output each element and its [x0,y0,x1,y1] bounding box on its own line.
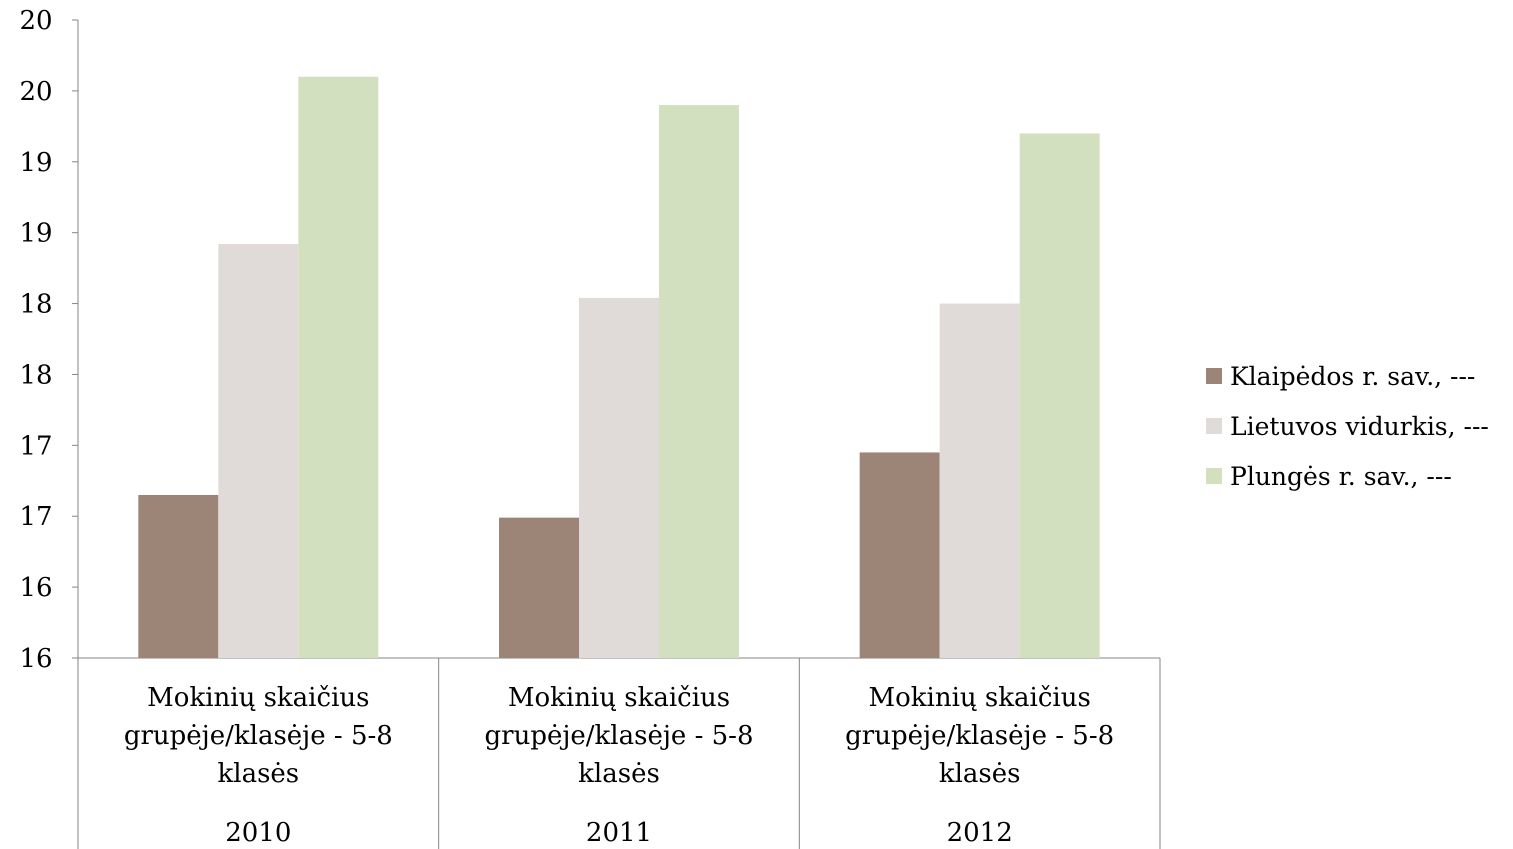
y-tick-label: 18 [19,290,52,320]
x-category-label: Mokinių skaičius [147,683,369,713]
x-category-label: klasės [578,759,660,789]
x-category-label: klasės [218,759,300,789]
bar [579,297,659,658]
legend-label: Plungės r. sav., --- [1230,462,1452,491]
x-category-year: 2012 [947,818,1013,848]
bar [659,105,739,659]
legend-swatch [1206,418,1222,434]
legend-label: Klaipėdos r. sav., --- [1230,362,1475,391]
legend-label: Lietuvos vidurkis, --- [1230,412,1489,441]
y-tick-label: 16 [19,573,52,603]
y-tick-label: 20 [19,77,52,107]
x-category-label: Mokinių skaičius [869,683,1091,713]
x-category-label: grupėje/klasėje - 5-8 [845,721,1114,751]
bar [859,452,940,658]
bar [939,303,1020,658]
legend: Klaipėdos r. sav., --- Lietuvos vidurkis,… [1206,362,1489,491]
y-tick-label: 16 [19,644,52,674]
bar [138,494,219,658]
x-category-label: grupėje/klasėje - 5-8 [485,721,754,751]
y-axis-ticks: 16 16 17 17 18 18 19 19 20 20 [19,6,78,674]
bar [218,244,299,658]
y-tick-label: 18 [19,360,52,390]
x-category-year: 2010 [225,818,291,848]
y-tick-label: 20 [19,6,52,36]
bar [298,76,379,658]
y-tick-label: 17 [19,502,52,532]
legend-swatch [1206,368,1222,384]
x-axis-categories: Mokinių skaičius grupėje/klasėje - 5-8 kla… [77,658,1161,849]
x-category-label: Mokinių skaičius [508,683,730,713]
x-category-label: klasės [939,759,1021,789]
bar [499,517,579,658]
y-tick-label: 19 [19,219,52,249]
bar [1019,133,1100,658]
bars [138,76,1100,659]
y-tick-label: 17 [19,431,52,461]
x-category-year: 2011 [586,818,652,848]
y-tick-label: 19 [19,148,52,178]
x-category-label: grupėje/klasėje - 5-8 [124,721,393,751]
legend-swatch [1206,468,1222,484]
